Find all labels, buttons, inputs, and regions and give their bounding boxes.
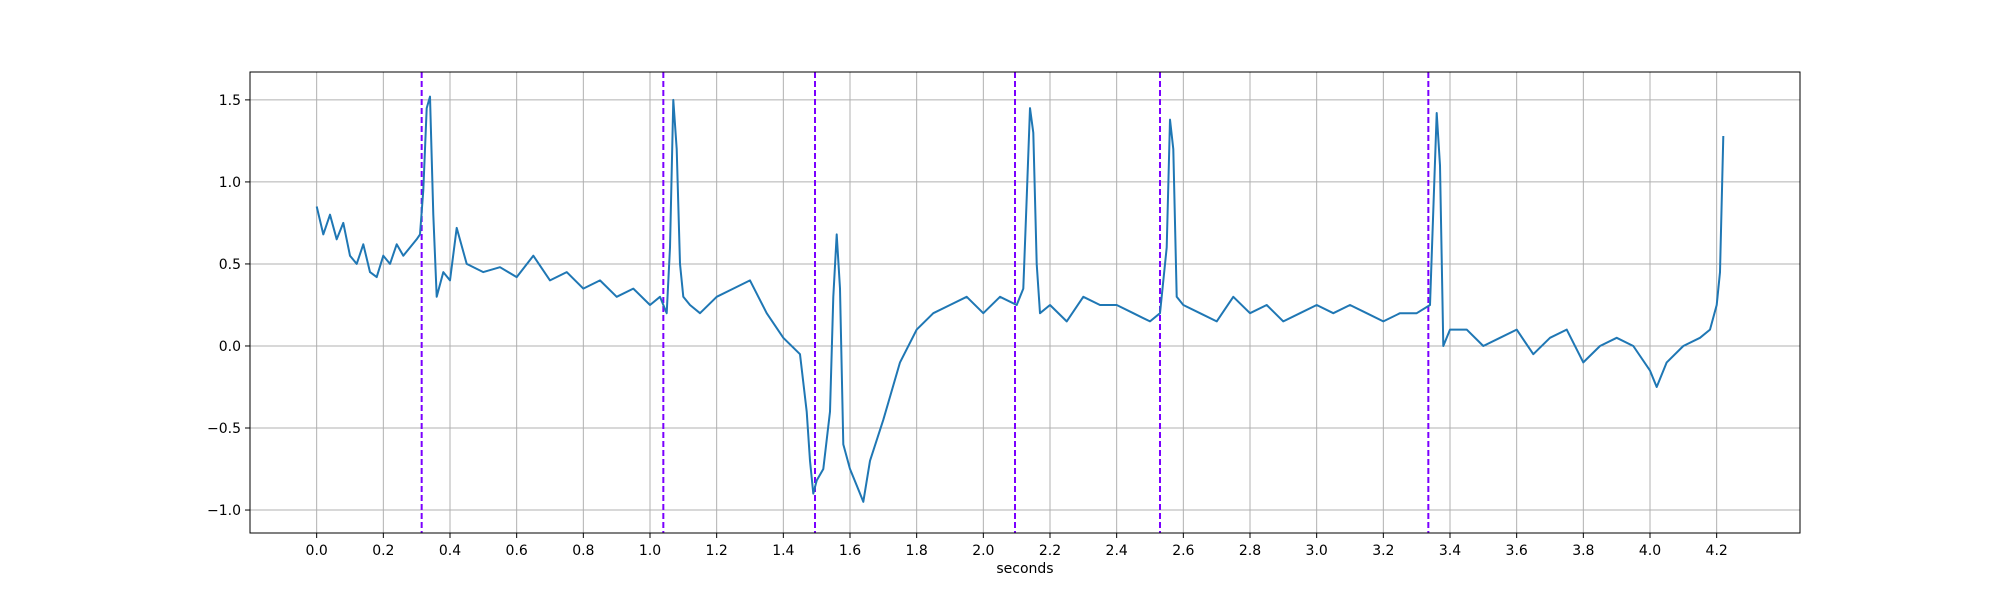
x-tick-label: 2.4 xyxy=(1106,543,1128,559)
x-tick-label: 3.4 xyxy=(1439,543,1461,559)
x-axis-label: seconds xyxy=(996,561,1053,577)
x-tick-label: 1.0 xyxy=(639,543,661,559)
x-tick-label: 0.6 xyxy=(506,543,528,559)
marker-lines xyxy=(420,72,1430,533)
x-tick-label: 2.8 xyxy=(1239,543,1261,559)
x-tick-label: 0.8 xyxy=(572,543,594,559)
y-axis-ticks: −1.0 −0.5 0.0 0.5 1.0 1.5 xyxy=(207,93,250,519)
y-tick-label: 1.0 xyxy=(219,175,241,191)
x-tick-label: 4.0 xyxy=(1639,543,1661,559)
y-tick-label: −0.5 xyxy=(207,421,241,437)
y-tick-label: −1.0 xyxy=(207,503,241,519)
grid-layer xyxy=(250,72,1800,533)
x-tick-label: 3.6 xyxy=(1506,543,1528,559)
plot-frame xyxy=(249,71,1801,534)
x-tick-label: 0.0 xyxy=(306,543,328,559)
x-axis-ticks: 0.0 0.2 0.4 0.6 0.8 1.0 1.2 1.4 1.6 1.8 2.0 2.2 2.4 2… xyxy=(306,533,1728,559)
y-tick-label: 1.5 xyxy=(219,93,241,109)
x-tick-label: 2.0 xyxy=(972,543,994,559)
x-tick-label: 3.8 xyxy=(1572,543,1594,559)
x-tick-label: 0.2 xyxy=(372,543,394,559)
x-tick-label: 1.8 xyxy=(906,543,928,559)
x-tick-label: 3.2 xyxy=(1372,543,1394,559)
x-tick-label: 4.2 xyxy=(1706,543,1728,559)
y-tick-label: 0.0 xyxy=(219,339,241,355)
series-line xyxy=(315,95,1725,503)
x-tick-label: 0.4 xyxy=(439,543,461,559)
x-tick-label: 2.2 xyxy=(1039,543,1061,559)
x-tick-label: 1.6 xyxy=(839,543,861,559)
series-layer xyxy=(315,95,1725,503)
x-tick-label: 3.0 xyxy=(1306,543,1328,559)
x-tick-label: 1.4 xyxy=(772,543,794,559)
x-tick-label: 2.6 xyxy=(1172,543,1194,559)
y-tick-label: 0.5 xyxy=(219,257,241,273)
x-tick-label: 1.2 xyxy=(706,543,728,559)
